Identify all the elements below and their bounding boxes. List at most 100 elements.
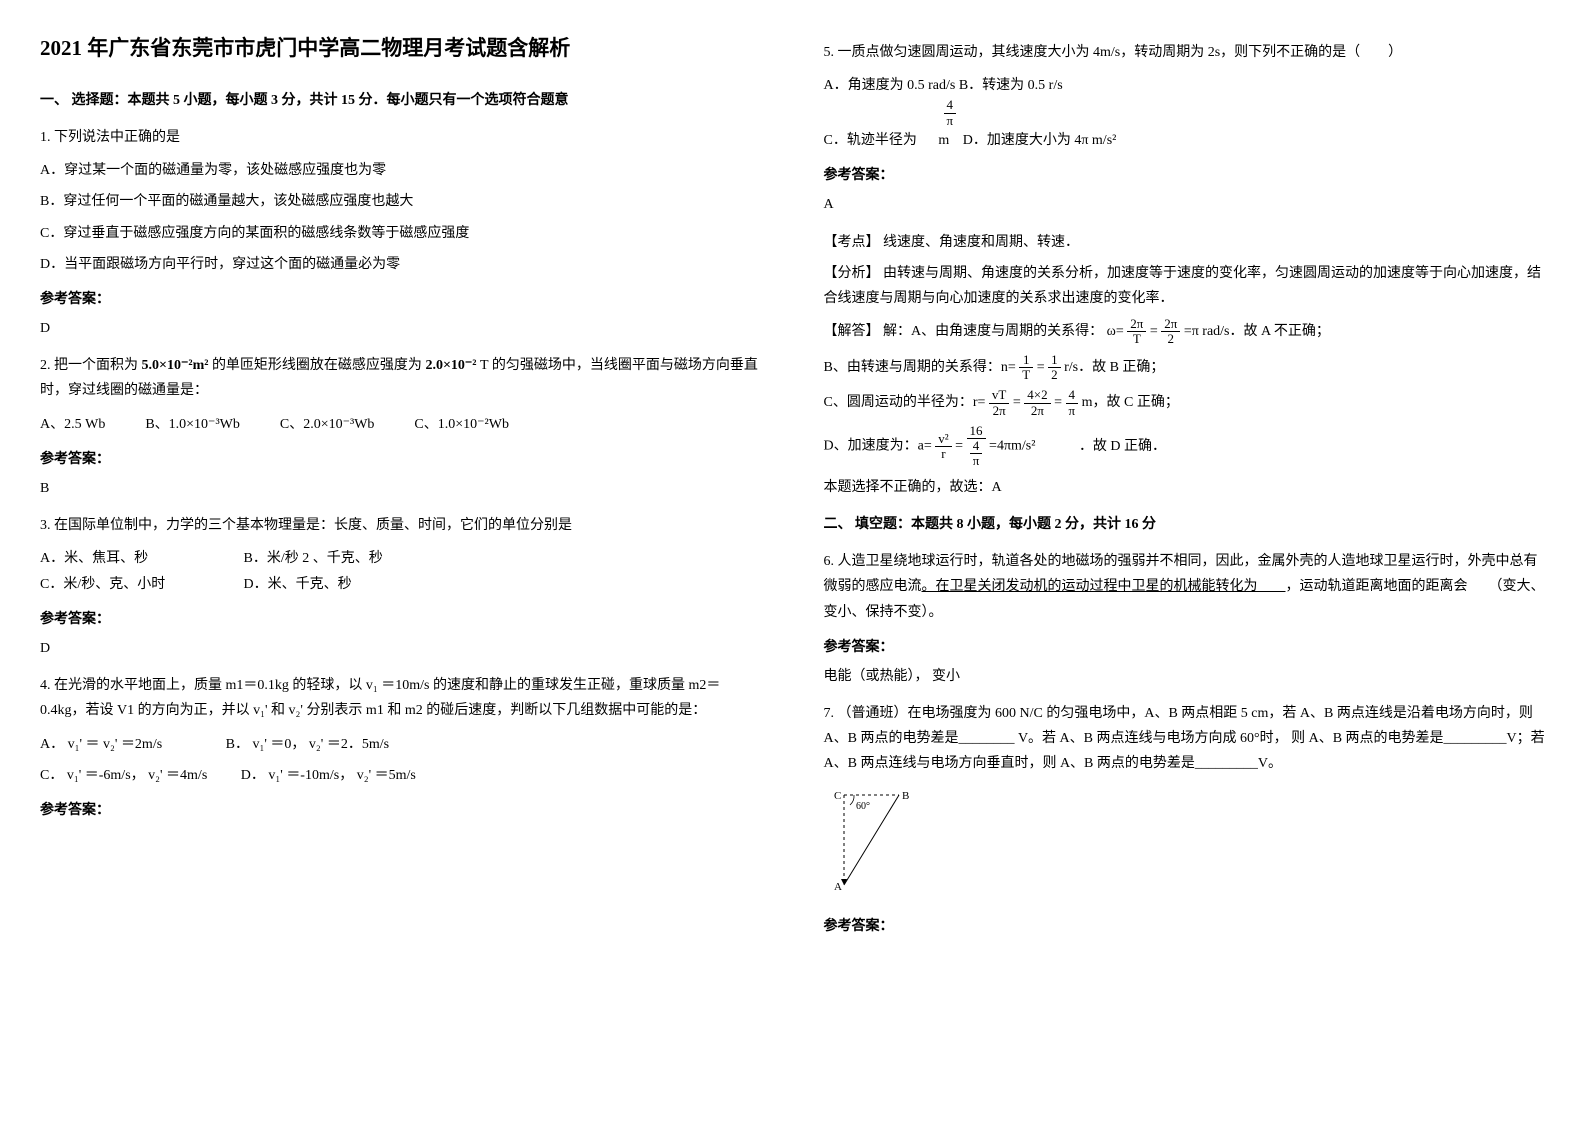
q2-answer-label: 参考答案： [40,447,764,472]
q4-optA-p1: A． [40,737,64,752]
question-4: 4. 在光滑的水平地面上，质量 m1＝0.1kg 的轻球，以 v₁ ＝10m/s… [40,673,764,823]
q6-answer-label: 参考答案： [824,635,1548,660]
q5-solveA-f1: 2π T [1127,317,1146,347]
diagram-angle: 60° [856,801,870,812]
q2-answer: B [40,476,764,501]
q5-solveD-f2-den-frac: 4 π [970,439,983,469]
q5-analysis2-label: 【分析】 [824,266,880,281]
q5-solveC-f2: 4×2 2π [1024,388,1050,418]
diagram-label-b: B [902,790,909,802]
q4-stem-p1: 4. 在光滑的水平地面上，质量 m1＝0.1kg 的轻球，以 [40,678,362,693]
q4-optD-v2: v₂' [357,768,371,783]
q5-solveC-f1: vT 2π [989,388,1009,418]
q5-answer: A [824,192,1548,217]
q6-answer: 电能（或热能）， 变小 [824,664,1548,689]
q4-optD-p1: D． [241,768,265,783]
q2-option-b: B、1.0×10⁻³Wb [145,412,240,437]
q1-option-c: C．穿过垂直于磁感应强度方向的某面积的磁感线条数等于磁感应强度 [40,221,764,246]
q5-solveA-p1: 解：A、由角速度与周期的关系得： [883,324,1103,339]
q5-solveB: B、由转速与周期的关系得：n= 1 T = 1 2 r/s．故 B 正确； [824,353,1548,383]
q5-solveB-f2-den: 2 [1048,368,1061,382]
q7-answer-label: 参考答案： [824,914,1548,939]
q5-optC-p2: m [938,133,949,148]
q5-solveD-p2: =4πm/s² [989,439,1035,454]
q5-solveD-f2-den: 4 π [967,439,986,469]
section1-header: 一、 选择题：本题共 5 小题，每小题 3 分，共计 15 分．每小题只有一个选… [40,88,764,113]
q5-solveC-f3: 4 π [1066,388,1079,418]
q5-solveA-omega: ω= [1107,324,1124,339]
q4-optB-v1: v₁' [253,737,267,752]
q4-optD-v1: v₁' [268,768,282,783]
q5-solveB-eq: = [1037,360,1045,375]
q5-solveD-f2: 16 4 π [967,424,986,469]
q5-solveB-p1: B、由转速与周期的关系得：n= [824,360,1016,375]
q4-optC-v2: v₂' [148,768,162,783]
q5-analysis-text: 线速度、角速度和周期、转速． [883,235,1079,250]
q5-solveD-f2-den-num: 4 [970,439,983,454]
q5-solveA-eq: = [1150,324,1158,339]
q4-optC-p3: ＝4m/s [166,768,207,783]
q5-solveD-p3: ．故 D 正确． [1079,439,1166,454]
q4-optC-p2: ＝-6m/s， [85,768,145,783]
q5-optC-frac-wrapper: 4 π [944,98,1548,128]
q1-option-a: A．穿过某一个面的磁通量为零，该处磁感应强度也为零 [40,158,764,183]
q2-option-a: A、2.5 Wb [40,412,105,437]
q2-val1: 5.0×10⁻²m² [142,358,209,373]
q2-stem-p2: 的单匝矩形线圈放在磁感应强度为 [212,358,422,373]
left-column: 2021 年广东省东莞市市虎门中学高二物理月考试题含解析 一、 选择题：本题共 … [40,30,764,949]
q3-option-a: A．米、焦耳、秒 [40,546,240,571]
q5-solveC-eq1: = [1013,395,1021,410]
q2-stem-p1: 2. 把一个面积为 [40,358,138,373]
q5-solveC-f3-den: π [1066,404,1079,418]
q5-solveD-f1: v² r [935,432,951,462]
question-5: 5. 一质点做匀速圆周运动，其线速度大小为 4m/s，转动周期为 2s，则下列不… [824,40,1548,500]
question-6: 6. 人造卫星绕地球运行时，轨道各处的地磁场的强弱并不相同，因此，金属外壳的人造… [824,549,1548,689]
q5-solveA-f2-num: 2π [1161,317,1180,332]
q4-stem-p4: 分别表示 m1 和 m2 的碰后速度，判断以下几组数据中可能的是： [306,703,706,718]
q1-option-b: B．穿过任何一个平面的磁通量越大，该处磁感应强度也越大 [40,189,764,214]
q3-stem: 3. 在国际单位制中，力学的三个基本物理量是：长度、质量、时间，它们的单位分别是 [40,513,764,538]
q5-solveD-f1-num: v² [935,432,951,447]
q4-optB-p1: B． [226,737,249,752]
right-column: 5. 一质点做匀速圆周运动，其线速度大小为 4m/s，转动周期为 2s，则下列不… [824,30,1548,949]
q5-options-row1: A．角速度为 0.5 rad/s B．转速为 0.5 r/s [824,73,1548,98]
q4-optA-v2: v₂' [103,737,117,752]
q5-optC-den: π [944,114,957,128]
q4-optA-p3: ＝2m/s [121,737,162,752]
q5-solveC-eq2: = [1054,395,1062,410]
q5-analysis1: 【考点】 线速度、角速度和周期、转速． [824,230,1548,255]
q5-solveA: 【解答】 解：A、由角速度与周期的关系得： ω= 2π T = 2π 2 =π … [824,317,1548,347]
q4-optD-p3: ＝5m/s [375,768,416,783]
q5-solveD-f1-den: r [935,447,951,461]
q5-solveC-p2: m，故 C 正确； [1082,395,1179,410]
q5-solveA-f1-den: T [1127,332,1146,346]
q5-solveB-f2-num: 1 [1048,353,1061,368]
q7-stem: 7. （普通班）在电场强度为 600 N/C 的匀强电场中，A、B 两点相距 5… [824,701,1548,777]
q4-stem: 4. 在光滑的水平地面上，质量 m1＝0.1kg 的轻球，以 v₁ ＝10m/s… [40,673,764,723]
q4-optC-p1: C． [40,768,63,783]
q4-optD-p2: ＝-10m/s， [286,768,353,783]
q3-option-b: B．米/秒 2 、千克、秒 [244,551,383,566]
angle-diagram-svg: C B A 60° [824,785,924,895]
q3-answer-label: 参考答案： [40,607,764,632]
q5-analysis2: 【分析】 由转速与周期、角速度的关系分析，加速度等于速度的变化率，匀速圆周运动的… [824,261,1548,311]
q6-stem-underline: 。在卫星关闭发动机的运动过程中卫星的机械能转化为 [922,579,1286,594]
q4-v2p: v₂' [289,703,303,718]
q5-stem: 5. 一质点做匀速圆周运动，其线速度大小为 4m/s，转动周期为 2s，则下列不… [824,40,1548,65]
q2-options: A、2.5 Wb B、1.0×10⁻³Wb C、2.0×10⁻³Wb C、1.0… [40,412,764,437]
q4-options-row2: C． v₁' ＝-6m/s， v₂' ＝4m/s D． v₁' ＝-10m/s，… [40,763,764,788]
q4-optB-p2: ＝0， [270,737,305,752]
q1-answer: D [40,316,764,341]
q4-answer-label: 参考答案： [40,798,764,823]
q4-optC-v1: v₁' [67,768,81,783]
q2-option-c: C、2.0×10⁻³Wb [280,412,375,437]
q5-solveB-f2: 1 2 [1048,353,1061,383]
q4-optA-v1: v₁' [68,737,82,752]
q4-optB-v2: v₂' [309,737,323,752]
q5-solveC-p1: C、圆周运动的半径为：r= [824,395,986,410]
q5-solveC-f1-den: 2π [989,404,1009,418]
q5-solveB-p2: r/s．故 B 正确； [1064,360,1164,375]
question-1: 1. 下列说法中正确的是 A．穿过某一个面的磁通量为零，该处磁感应强度也为零 B… [40,125,764,341]
q4-optA-p2: ＝ [86,737,100,752]
q1-stem: 1. 下列说法中正确的是 [40,125,764,150]
